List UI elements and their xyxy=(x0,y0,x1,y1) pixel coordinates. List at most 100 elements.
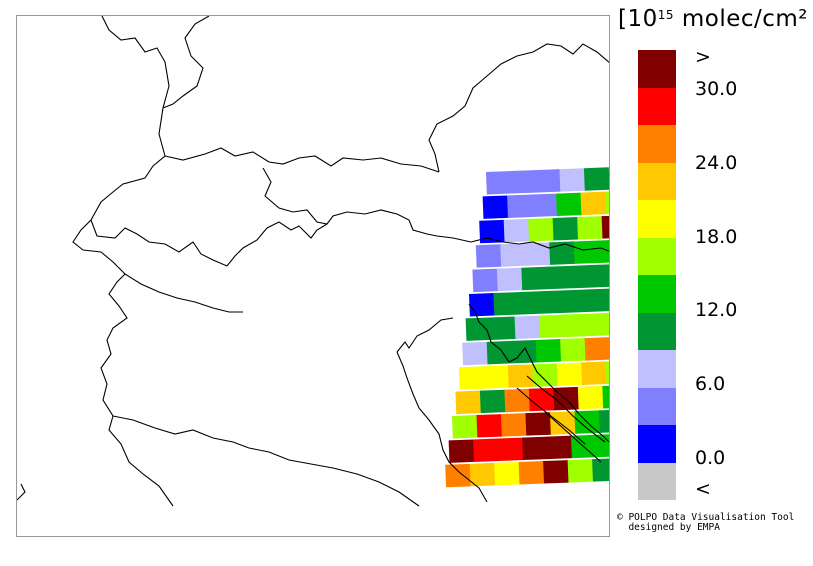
swath-pixel xyxy=(584,337,609,361)
italy-inner-line xyxy=(124,273,243,313)
swath-pixel xyxy=(532,363,558,387)
swath-pixel xyxy=(539,314,565,339)
swath-pixel xyxy=(534,169,561,193)
swath-pixel xyxy=(458,366,485,390)
swath-pixel xyxy=(563,313,590,338)
swath-pixel xyxy=(496,267,523,292)
swath-pixel xyxy=(518,461,545,485)
colorbar-tick-24: 24.0 xyxy=(695,152,738,174)
swath-pixel xyxy=(560,338,586,362)
map-canvas xyxy=(17,16,609,507)
swath-pixel xyxy=(598,239,609,263)
colorbar-tick-over: > xyxy=(695,46,711,68)
colorbar-swatch xyxy=(638,50,676,88)
swath-pixel xyxy=(592,458,609,482)
colorbar-swatch xyxy=(638,425,676,463)
colorbar-tick-18: 18.0 xyxy=(695,226,738,248)
swath-pixel xyxy=(494,461,520,486)
swath-pixel xyxy=(577,385,604,410)
swath-pixel xyxy=(594,263,609,288)
swath-pixel xyxy=(535,339,562,363)
swath-scanline xyxy=(458,360,609,390)
border-germany-switzerland xyxy=(164,147,440,173)
swath-pixel xyxy=(452,415,478,439)
border-austria-switzerland xyxy=(262,167,472,243)
swath-scanline xyxy=(479,215,609,244)
swath-scanline xyxy=(482,190,609,219)
border-austria-north xyxy=(428,43,609,173)
colorbar-swatch xyxy=(638,462,676,500)
unit-exponent: 15 xyxy=(657,8,675,22)
italy-apennine-line xyxy=(112,415,420,507)
swath-pixel xyxy=(542,290,569,314)
colorbar-swatch xyxy=(638,162,676,200)
swath-pixel xyxy=(591,288,609,312)
swath-pixel xyxy=(581,361,607,385)
colorbar-swatch xyxy=(638,350,676,388)
islands-croatia xyxy=(516,375,606,463)
swath-pixel xyxy=(553,386,580,411)
colorbar-tick-30: 30.0 xyxy=(695,78,738,100)
coast-corsica xyxy=(17,483,26,501)
swath-pixel xyxy=(528,387,555,412)
swath-pixel xyxy=(497,437,524,462)
swath-scanline xyxy=(462,337,609,366)
swath-pixel xyxy=(567,459,594,483)
swath-pixel xyxy=(517,291,544,315)
colorbar-swatch xyxy=(638,87,676,125)
swath-pixel xyxy=(504,388,531,413)
swath-pixel xyxy=(469,293,495,317)
border-germany-north xyxy=(162,16,210,109)
border-austria-italy xyxy=(470,237,609,252)
coast-italy-east xyxy=(396,351,488,503)
map-panel xyxy=(16,15,610,537)
swath-pixel xyxy=(595,433,609,458)
swath-pixel xyxy=(507,364,534,388)
swath-pixel xyxy=(493,292,520,316)
swath-pixel xyxy=(472,268,499,293)
swath-pixel xyxy=(511,339,537,364)
coast-adriatic-north xyxy=(396,317,454,353)
colorbar xyxy=(638,50,676,500)
swath-pixel xyxy=(577,216,603,240)
colorbar-swatch xyxy=(638,275,676,313)
swath-pixel xyxy=(545,265,572,290)
swath-pixel xyxy=(556,362,583,386)
swath-scanline xyxy=(445,458,609,488)
swath-scanline xyxy=(452,409,609,439)
swath-pixel xyxy=(510,170,537,194)
credit-line-2: designed by EMPA xyxy=(617,522,720,533)
swath-pixel xyxy=(500,243,527,267)
swath-pixel xyxy=(598,409,609,433)
swath-pixel xyxy=(503,218,530,243)
swath-pixel xyxy=(448,439,475,463)
swath-pixel xyxy=(566,289,593,313)
swath-pixel xyxy=(483,365,510,389)
swath-pixel xyxy=(475,244,502,268)
swath-scanline xyxy=(472,263,609,293)
credit-text: © POLPO Data Visualisation Tool designed… xyxy=(617,513,794,533)
swath-pixel xyxy=(500,413,527,437)
colorbar-swatch xyxy=(638,387,676,425)
colorbar-tick-0: 0.0 xyxy=(695,447,726,469)
swath-pixel xyxy=(546,435,573,460)
swath-scanline xyxy=(455,385,609,415)
swath-pixel xyxy=(556,192,582,217)
coast-istria xyxy=(468,303,609,443)
swath-pixel xyxy=(479,219,505,244)
swath-scanline xyxy=(465,312,609,341)
swath-pixel xyxy=(486,171,512,195)
colorbar-tick-6: 6.0 xyxy=(695,373,726,395)
swath-pixel xyxy=(543,460,569,484)
swath-pixel xyxy=(583,167,609,191)
swath-scanline xyxy=(475,239,609,268)
swath-pixel xyxy=(552,217,579,241)
swath-pixel xyxy=(479,389,506,414)
swath-pixel xyxy=(522,436,548,461)
swath-pixel xyxy=(482,195,509,219)
swath-pixel xyxy=(573,240,600,264)
swath-pixel xyxy=(486,340,513,365)
swath-scanline xyxy=(486,167,609,195)
unit-suffix: molec/cm² ] xyxy=(674,6,813,32)
swath-pixel xyxy=(570,264,597,289)
